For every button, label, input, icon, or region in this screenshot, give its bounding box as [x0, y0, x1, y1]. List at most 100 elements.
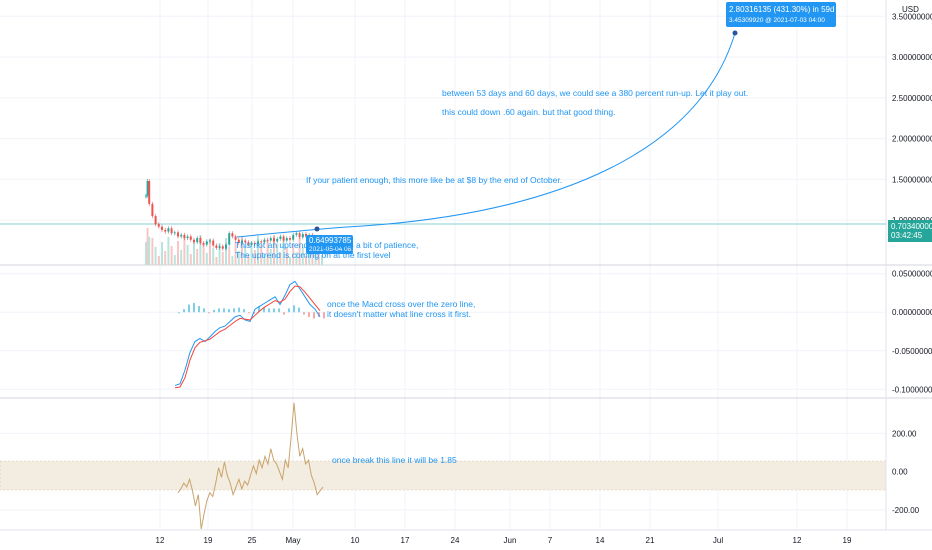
candle — [146, 181, 149, 196]
volume-bar — [183, 236, 186, 265]
volume-bar — [218, 243, 221, 265]
candle — [151, 203, 154, 217]
x-tick-label: May — [285, 536, 300, 545]
current-price-tag: 0.70340000 03:42:45 — [888, 220, 932, 242]
projection-end-point[interactable] — [732, 30, 738, 36]
x-tick-label: 21 — [646, 536, 655, 545]
candle — [157, 224, 160, 227]
volume-bar — [164, 251, 167, 265]
volume-bar — [212, 248, 215, 265]
candle — [263, 239, 266, 243]
volume-bar — [263, 254, 266, 265]
candle — [167, 228, 170, 232]
volume-bar — [215, 257, 218, 265]
macd-histogram-bar — [303, 312, 305, 315]
candle — [170, 228, 173, 234]
candle — [289, 238, 291, 240]
note-eight-dollars: If your patient enough, this more like b… — [306, 175, 562, 185]
macd-histogram-bar — [228, 309, 230, 313]
candle — [164, 229, 167, 232]
candle — [257, 241, 259, 244]
macd-histogram-bar — [293, 305, 295, 313]
macd-histogram-bar — [218, 308, 220, 313]
x-tick-label: 19 — [843, 536, 852, 545]
candle — [189, 236, 192, 240]
projection-curve[interactable] — [236, 32, 736, 238]
time-axis[interactable]: 12 19 25 May 10 17 24 Jun 7 14 21 Jul 12 19 — [156, 536, 852, 545]
volume-bar — [266, 240, 269, 265]
volume-bar — [295, 252, 298, 265]
note-macd-first: it doesn't matter what line cross it fir… — [327, 309, 471, 319]
candle — [209, 240, 211, 242]
projection-start-point[interactable] — [314, 226, 320, 232]
note-not-uptrend: This not an uptrend yet, it takes a bit … — [235, 240, 418, 250]
candle — [228, 233, 231, 245]
macd-histogram-bar — [238, 307, 240, 313]
candle — [205, 241, 208, 245]
macd-histogram-bar — [233, 308, 235, 313]
candle — [215, 245, 218, 248]
volume-bar — [228, 247, 231, 265]
y-tick-label: -200.00 — [892, 506, 920, 515]
macd-histogram-bar — [193, 302, 195, 313]
macd-histogram-bar — [198, 306, 200, 313]
volume-bar — [285, 248, 288, 265]
y-tick-label: 2.50000000 — [892, 94, 932, 103]
candle — [295, 233, 298, 235]
y-tick-label: 0.00000000 — [892, 308, 932, 317]
note-uptrend-coming: The uptrend is coming on at the first le… — [235, 250, 391, 260]
candle — [148, 181, 151, 204]
currency-label: USD — [902, 5, 919, 14]
macd-histogram-bar — [248, 312, 250, 314]
candle — [301, 234, 304, 238]
x-tick-label: 25 — [248, 536, 257, 545]
volume-bar — [196, 249, 199, 265]
volume-bar — [173, 255, 176, 265]
candle — [186, 236, 189, 239]
volume-bar — [282, 239, 285, 265]
volume-bar — [186, 245, 189, 265]
projection-start-label: 0.64993785 2021-05-04 08:00 — [306, 235, 361, 254]
svg-text:3.45309920 @ 2021-07-03 04:00: 3.45309920 @ 2021-07-03 04:00 — [729, 17, 825, 24]
volume-bar — [289, 257, 291, 265]
oscillator-path — [177, 402, 324, 530]
macd-histogram-bar — [313, 312, 315, 319]
y-tick-label: 3.50000000 — [892, 12, 932, 21]
volume-bar — [161, 242, 163, 265]
y-tick-label: 3.00000000 — [892, 53, 932, 62]
candle — [305, 234, 307, 237]
candle — [231, 233, 234, 237]
volume-bar — [305, 256, 307, 265]
candle — [199, 238, 202, 243]
candle — [241, 240, 243, 243]
price-axis[interactable]: 3.50000000 3.00000000 2.50000000 2.00000000… — [892, 12, 932, 515]
macd-histogram-bar — [243, 309, 245, 313]
candle — [221, 246, 224, 249]
macd-histogram-bar — [183, 309, 185, 313]
x-tick-label: 12 — [793, 536, 802, 545]
volume-bar — [244, 246, 247, 265]
svg-text:0.64993785: 0.64993785 — [309, 236, 352, 245]
volume-bar — [189, 254, 192, 265]
macd-histogram-bar — [253, 312, 255, 314]
macd-lines — [174, 280, 321, 389]
candle — [161, 226, 163, 230]
candle — [212, 240, 215, 246]
y-tick-label: 0.05000000 — [892, 270, 932, 279]
y-tick-label: -0.05000000 — [892, 347, 932, 356]
candle — [244, 240, 247, 243]
volume-bar — [257, 236, 259, 265]
candle — [177, 232, 179, 237]
x-tick-label: 24 — [451, 536, 460, 545]
volume-bar — [170, 246, 173, 265]
volume-bar — [231, 256, 234, 265]
volume-bar — [154, 247, 157, 265]
note-macd-cross: once the Macd cross over the zero line, — [327, 299, 475, 309]
macd-histogram-bar — [213, 309, 215, 313]
macd-histogram-bar — [208, 312, 210, 314]
volume-bar — [301, 247, 304, 265]
volume-bar — [202, 244, 205, 265]
candle — [196, 238, 199, 243]
volume-bar — [148, 237, 151, 265]
